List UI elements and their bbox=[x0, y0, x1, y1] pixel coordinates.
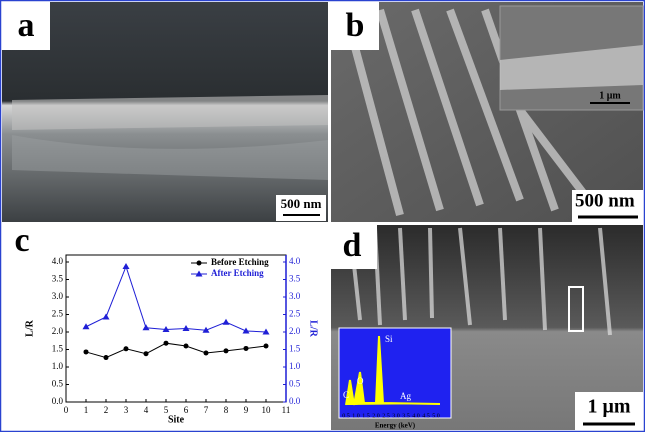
x-tick-label: 0 bbox=[64, 405, 69, 415]
y-tick-label: 2.5 bbox=[52, 309, 64, 319]
point bbox=[224, 348, 229, 353]
legend-label: Before Etching bbox=[211, 257, 269, 267]
y2-tick-label: 2.0 bbox=[289, 326, 301, 336]
y-axis-label: L/R bbox=[24, 319, 35, 336]
panel-b: 1 μm b 500 nm bbox=[331, 2, 643, 222]
peak-label: C bbox=[343, 390, 349, 400]
eds-tick-label: 2.5 bbox=[382, 413, 390, 419]
y2-tick-label: 4.0 bbox=[289, 256, 301, 266]
x-tick-label: 11 bbox=[282, 405, 291, 415]
scale-label: 1 μm bbox=[588, 396, 631, 418]
point bbox=[84, 349, 89, 354]
eds-tick-label: 3.5 bbox=[402, 413, 410, 419]
point bbox=[184, 344, 189, 349]
y2-tick-label: 0.0 bbox=[289, 396, 301, 406]
y-tick-label: 4.0 bbox=[52, 256, 64, 266]
point bbox=[244, 346, 249, 351]
x-tick-label: 1 bbox=[84, 405, 89, 415]
scale-label: 500 nm bbox=[575, 190, 635, 211]
eds-tick-label: 4.0 bbox=[412, 413, 420, 419]
x-tick-label: 7 bbox=[204, 405, 209, 415]
point bbox=[124, 346, 129, 351]
eds-tick-label: 4.5 bbox=[422, 413, 430, 419]
x-tick-label: 2 bbox=[104, 405, 109, 415]
y2-tick-label: 1.5 bbox=[289, 344, 301, 354]
y2-tick-label: 0.5 bbox=[289, 379, 301, 389]
y-tick-label: 1.5 bbox=[52, 344, 64, 354]
y-tick-label: 0.0 bbox=[52, 396, 64, 406]
figure: a 500 nm 1 μm b 500 nm c 012345678910110… bbox=[0, 0, 645, 432]
eds-xlabel: Energy (keV) bbox=[375, 422, 416, 430]
x-tick-label: 3 bbox=[124, 405, 129, 415]
peak-label: Ag bbox=[400, 391, 411, 401]
point bbox=[164, 341, 169, 346]
eds-tick-label: 1.5 bbox=[362, 413, 370, 419]
panel-label: d bbox=[343, 227, 362, 264]
eds-tick-label: 1.0 bbox=[352, 413, 360, 419]
film-layer bbox=[12, 95, 328, 130]
y2-tick-label: 3.0 bbox=[289, 291, 301, 301]
panel-a: a 500 nm bbox=[2, 2, 328, 222]
peak-label: O bbox=[357, 376, 364, 386]
y-tick-label: 0.5 bbox=[52, 379, 64, 389]
y2-tick-label: 3.5 bbox=[289, 274, 301, 284]
y-tick-label: 3.0 bbox=[52, 291, 64, 301]
y2-tick-label: 2.5 bbox=[289, 309, 301, 319]
y-tick-label: 2.0 bbox=[52, 326, 64, 336]
eds-tick-label: 3.0 bbox=[392, 413, 400, 419]
y-tick-label: 3.5 bbox=[52, 274, 64, 284]
point bbox=[264, 344, 269, 349]
point bbox=[144, 351, 149, 356]
scale-label: 1 μm bbox=[599, 90, 621, 101]
eds-tick-label: 2.0 bbox=[372, 413, 380, 419]
legend-marker bbox=[197, 261, 202, 266]
panel-label: c bbox=[14, 222, 29, 259]
peak-label: Si bbox=[385, 334, 393, 344]
eds-tick-label: 0.5 bbox=[342, 413, 350, 419]
point bbox=[204, 351, 209, 356]
point bbox=[104, 355, 109, 360]
x-tick-label: 8 bbox=[224, 405, 229, 415]
scale-label: 500 nm bbox=[281, 196, 322, 211]
legend-label: After Etching bbox=[211, 268, 264, 278]
x-tick-label: 9 bbox=[244, 405, 249, 415]
y2-axis-label: L/R bbox=[308, 320, 319, 337]
x-tick-label: 10 bbox=[262, 405, 272, 415]
x-axis-label: Site bbox=[168, 414, 185, 425]
x-tick-label: 4 bbox=[144, 405, 149, 415]
y-tick-label: 1.0 bbox=[52, 361, 64, 371]
x-tick-label: 6 bbox=[184, 405, 189, 415]
eds-tick-label: 5.0 bbox=[432, 413, 440, 419]
panel-label: b bbox=[346, 7, 365, 44]
y2-tick-label: 1.0 bbox=[289, 361, 301, 371]
panel-label: a bbox=[18, 7, 35, 44]
